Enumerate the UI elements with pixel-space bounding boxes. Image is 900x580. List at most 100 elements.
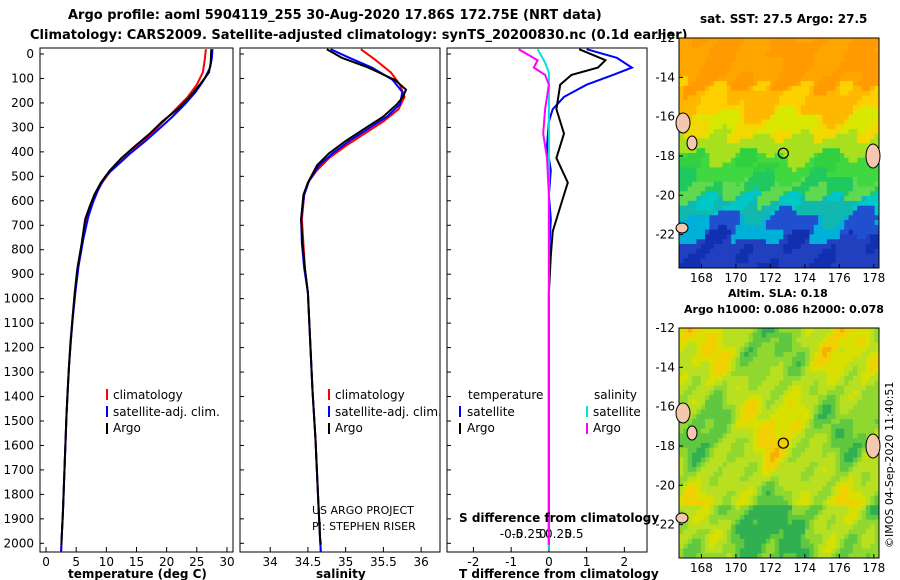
map-cell — [713, 371, 719, 377]
map-cell — [831, 157, 836, 163]
map-cell — [761, 409, 767, 415]
map-cell — [826, 380, 832, 386]
map-cell — [848, 248, 854, 255]
map-cell — [826, 119, 832, 125]
map-cell — [709, 263, 715, 269]
map-cell — [844, 229, 849, 235]
map-cell — [787, 495, 793, 501]
map-cell — [844, 419, 849, 425]
map-cell — [739, 109, 745, 116]
map-cell — [774, 337, 780, 343]
map-cell — [796, 124, 802, 130]
map-cell — [779, 167, 784, 173]
map-cell — [874, 399, 880, 406]
map-cell — [796, 385, 802, 391]
map-cell — [692, 181, 697, 187]
map-cell — [783, 172, 789, 178]
map-cell — [748, 529, 754, 535]
map-cell — [852, 462, 858, 468]
map-cell — [818, 347, 823, 353]
map-cell — [796, 529, 802, 535]
map-cell — [852, 181, 858, 187]
map-cell — [848, 133, 854, 140]
map-cell — [713, 52, 719, 58]
map-cell — [870, 100, 876, 106]
map-cell — [774, 124, 780, 130]
map-cell — [787, 253, 793, 259]
map-cell — [744, 543, 749, 549]
map-cell — [692, 524, 697, 530]
map-cell — [787, 85, 793, 92]
map-cell — [800, 519, 806, 525]
map-cell — [787, 248, 793, 255]
map-cell — [865, 351, 871, 358]
map-cell — [835, 220, 841, 226]
map-cell — [848, 176, 854, 183]
map-cell — [813, 332, 819, 338]
map-cell — [805, 337, 810, 343]
map-cell — [822, 133, 828, 140]
map-cell — [722, 95, 728, 101]
map-cell — [857, 138, 863, 144]
map-cell — [792, 553, 797, 559]
map-cell — [835, 395, 841, 401]
map-cell — [705, 157, 710, 163]
map-cell — [687, 38, 693, 44]
map-cell — [735, 481, 741, 487]
map-cell — [809, 538, 815, 545]
map-cell — [726, 553, 732, 559]
map-cell — [726, 481, 732, 487]
map-cell — [870, 253, 876, 259]
map-cell — [835, 162, 841, 168]
map-cell — [822, 443, 828, 449]
map-cell — [783, 375, 789, 382]
map-cell — [700, 76, 706, 82]
map-cell — [709, 176, 715, 183]
map-cell — [687, 328, 693, 334]
map-cell — [857, 534, 863, 540]
map-cell — [809, 476, 815, 482]
map-cell — [792, 510, 797, 516]
map-cell — [692, 200, 697, 207]
map-cell — [805, 486, 810, 492]
map-cell — [726, 409, 732, 415]
map-cell — [770, 119, 776, 125]
map-cell — [731, 186, 736, 192]
map-cell — [748, 505, 754, 511]
map-cell — [679, 205, 684, 211]
map-cell — [783, 476, 789, 482]
map-cell — [874, 414, 880, 420]
map-cell — [826, 328, 832, 334]
map-cell — [731, 138, 736, 144]
map-cell — [731, 253, 736, 259]
map-cell — [739, 337, 745, 343]
map-cell — [792, 100, 797, 106]
map-cell — [783, 81, 789, 87]
map-cell — [748, 109, 754, 116]
map-cell — [787, 490, 793, 497]
map-cell — [848, 61, 854, 68]
map-cell — [726, 371, 732, 377]
map-cell — [722, 419, 728, 425]
map-cell — [865, 90, 871, 96]
map-cell — [718, 443, 723, 449]
map-cell — [731, 500, 736, 506]
map-cell — [765, 399, 771, 406]
map-cell — [735, 133, 741, 140]
map-cell — [787, 548, 793, 554]
map-cell — [861, 419, 867, 425]
map-cell — [835, 215, 841, 221]
map-cell — [796, 543, 802, 549]
map-cell — [848, 85, 854, 92]
map-cell — [735, 375, 741, 382]
map-cell — [844, 167, 849, 173]
map-cell — [800, 466, 806, 473]
map-cell — [822, 95, 828, 101]
map-cell — [848, 105, 854, 111]
map-cell — [687, 438, 693, 444]
map-cell — [718, 52, 723, 58]
map-cell — [792, 253, 797, 259]
map-cell — [800, 205, 806, 211]
map-cell — [783, 124, 789, 130]
map-cell — [700, 529, 706, 535]
